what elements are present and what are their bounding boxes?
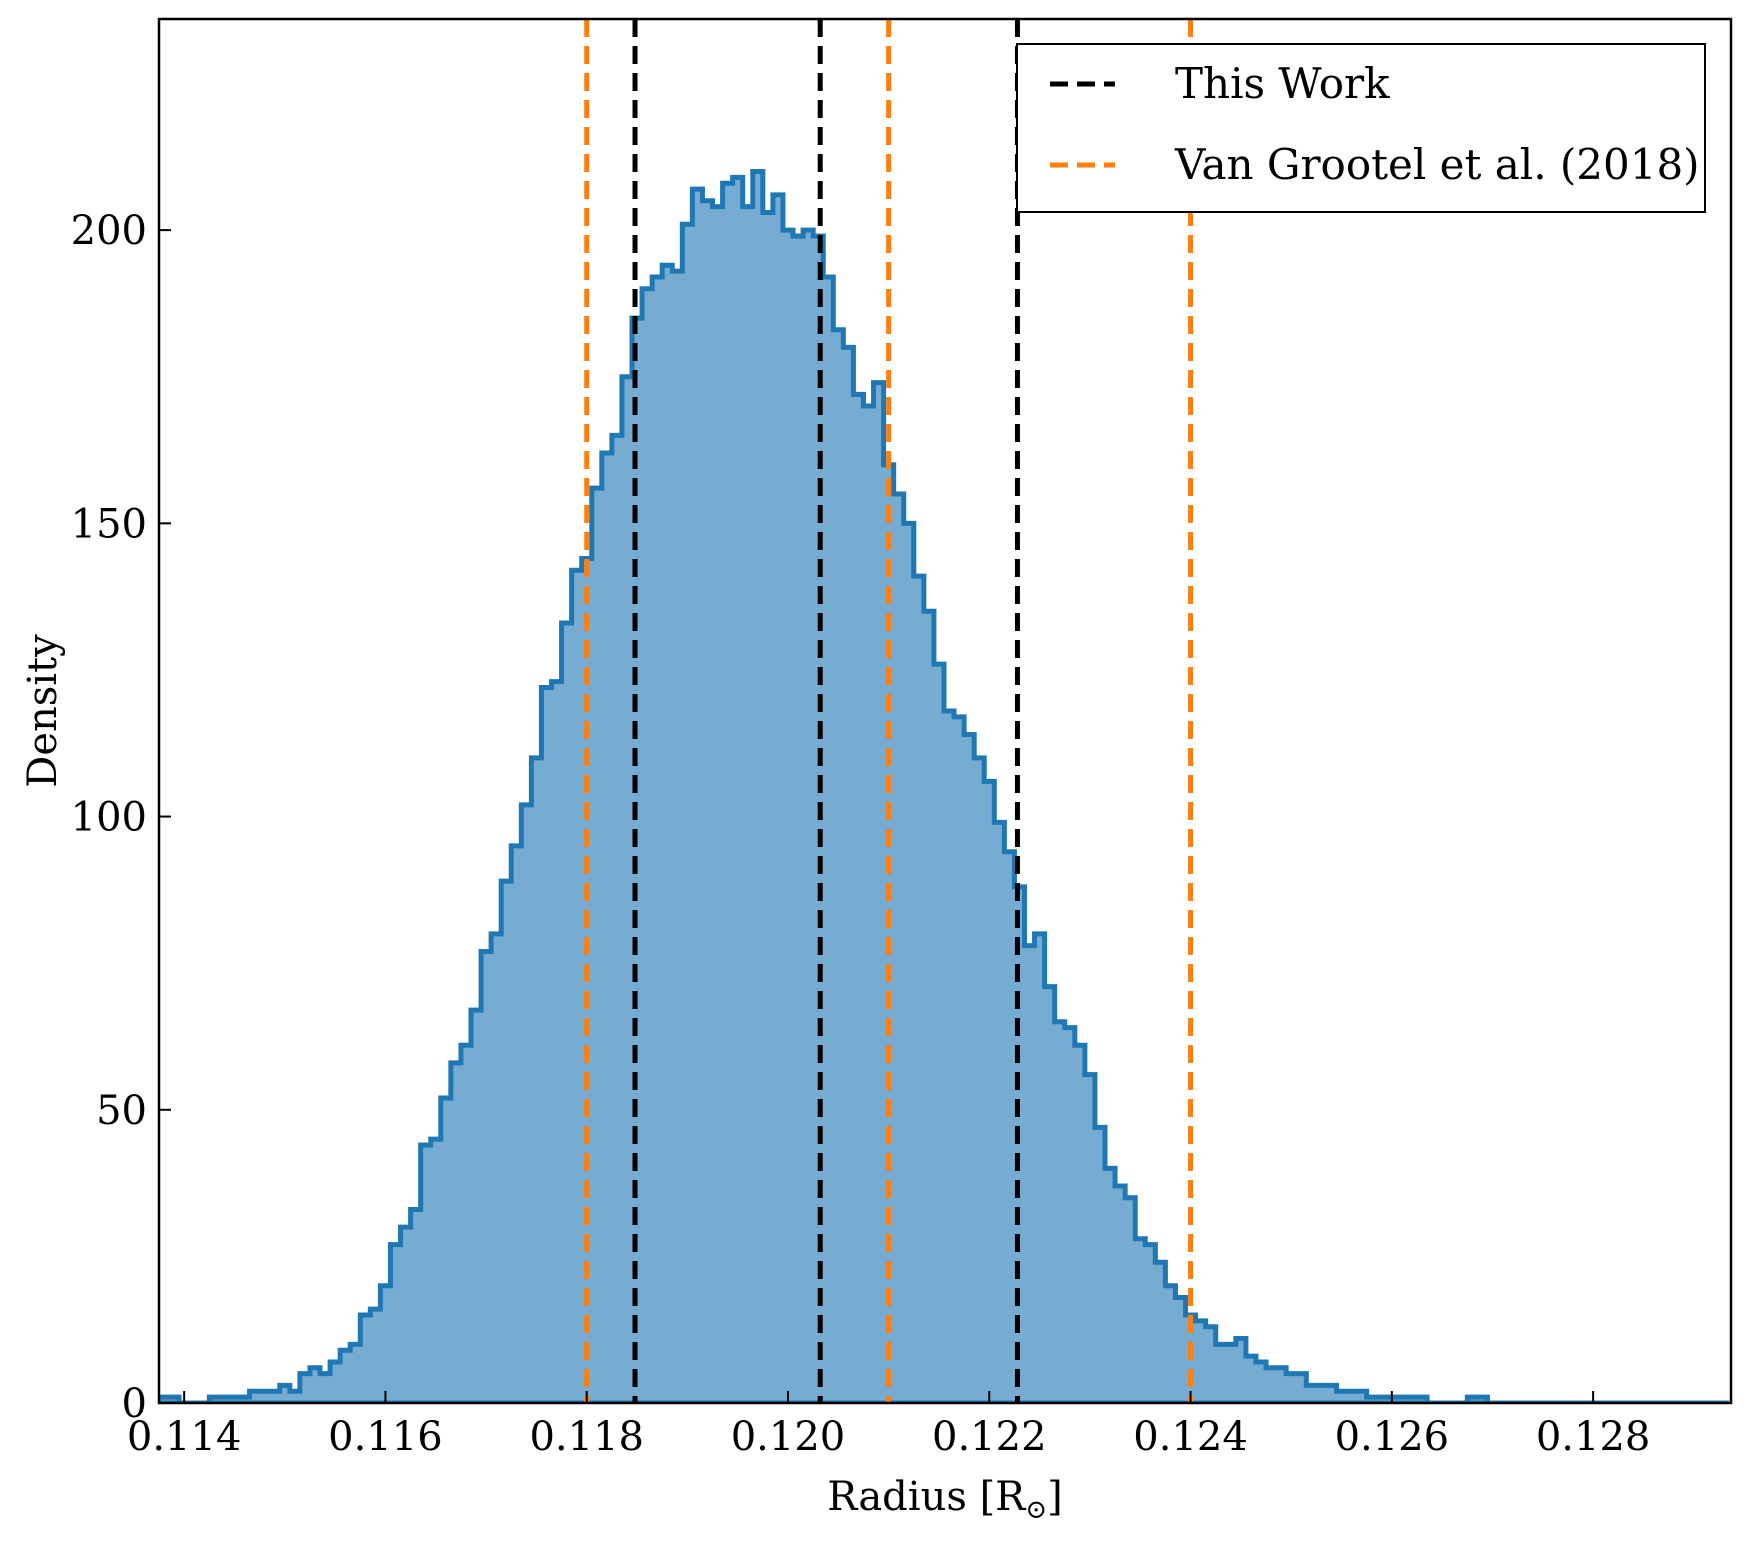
x-tick-label: 0.114: [127, 1414, 242, 1460]
x-tick-label: 0.122: [932, 1414, 1047, 1460]
y-tick-label: 100: [71, 795, 147, 841]
legend-label-van-grootel: Van Grootel et al. (2018): [1174, 140, 1700, 189]
legend-box: [1016, 43, 1706, 213]
x-tick-label: 0.116: [328, 1414, 443, 1460]
y-tick-label: 0: [122, 1381, 147, 1427]
legend-label-this-work: This Work: [1175, 59, 1390, 108]
y-axis: 0 50 100 150 200: [71, 208, 171, 1427]
reference-lines: [584, 19, 1194, 1403]
plot-area: [159, 168, 1729, 1403]
y-tick-label: 50: [96, 1088, 147, 1134]
y-tick-label: 200: [71, 208, 147, 254]
sun-symbol: ⊙: [1025, 1495, 1047, 1525]
x-tick-label: 0.120: [731, 1414, 846, 1460]
plot-frame: [157, 17, 1733, 1405]
x-tick-label: 0.126: [1335, 1414, 1450, 1460]
x-tick-label: 0.124: [1133, 1414, 1248, 1460]
histogram-fill: [159, 171, 1729, 1403]
x-tick-label: 0.118: [529, 1414, 644, 1460]
y-tick-label: 150: [71, 501, 147, 547]
x-axis-label: Radius [R⊙]: [827, 1474, 1062, 1525]
legend: This Work Van Grootel et al. (2018): [1016, 43, 1706, 213]
x-tick-label: 0.128: [1536, 1414, 1651, 1460]
y-axis-label: Density: [20, 634, 66, 788]
x-axis: 0.114 0.116 0.118 0.120 0.122 0.124 0.126 0.128: [127, 1391, 1650, 1460]
histogram-outline: [159, 168, 1729, 1403]
